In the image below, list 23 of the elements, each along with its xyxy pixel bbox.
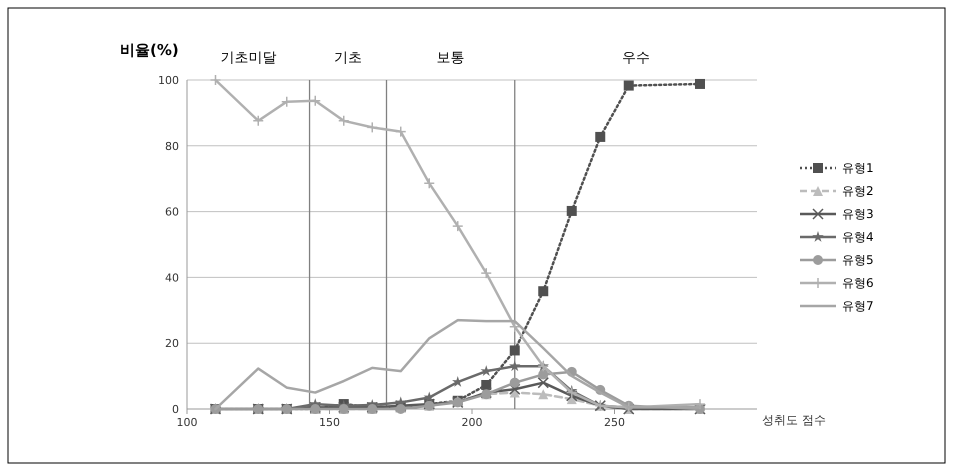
x-axis-title: 성취도 점수 bbox=[762, 413, 826, 427]
y-tick-label: 0 bbox=[172, 403, 179, 416]
x-tick-label: 150 bbox=[319, 416, 340, 429]
legend-label: 유형2 bbox=[842, 184, 874, 198]
legend-label: 유형4 bbox=[842, 230, 874, 244]
text: 우수 bbox=[622, 50, 650, 66]
x-tick-label: 200 bbox=[462, 416, 482, 429]
legend-label: 유형3 bbox=[842, 207, 874, 221]
text: 기초 bbox=[334, 50, 362, 66]
y-tick-label: 40 bbox=[165, 271, 179, 284]
y-tick-label: 60 bbox=[165, 206, 179, 219]
y-tick-label: 100 bbox=[158, 74, 179, 87]
legend-label: 유형5 bbox=[842, 253, 874, 267]
legend-label: 유형7 bbox=[842, 299, 874, 313]
text: 보통 bbox=[436, 50, 465, 66]
y-axis-title: 비율(%) bbox=[120, 41, 179, 59]
y-tick-label: 20 bbox=[165, 337, 179, 350]
legend-label: 유형6 bbox=[842, 276, 874, 290]
text: 기초미달 bbox=[220, 50, 276, 66]
x-tick-label: 250 bbox=[604, 416, 625, 429]
legend-label: 유형1 bbox=[842, 161, 874, 175]
x-tick-label: 100 bbox=[176, 416, 198, 429]
y-tick-label: 80 bbox=[165, 140, 179, 153]
